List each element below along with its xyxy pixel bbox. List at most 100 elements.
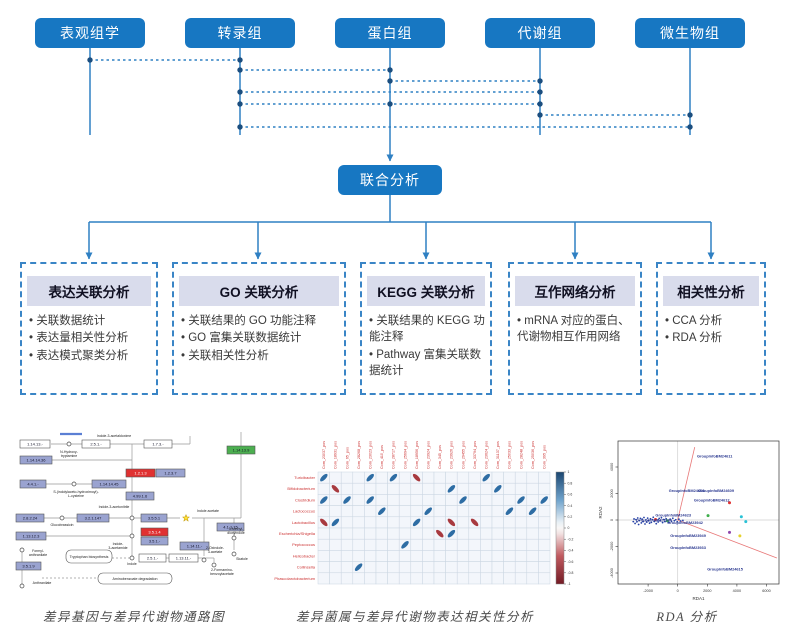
matrix-cell — [317, 550, 330, 562]
enzyme-box — [19, 479, 47, 489]
enzyme-box — [168, 553, 199, 563]
metabolite-label: Skatole — [236, 557, 248, 561]
analysis-item: GO 富集关联数据统计 — [181, 330, 341, 346]
matrix-cell — [491, 572, 504, 585]
matrix-cell — [340, 505, 354, 518]
correlation-ellipse — [401, 541, 409, 549]
cluster-point — [635, 520, 638, 523]
matrix-cell — [491, 561, 504, 574]
matrix-cell — [538, 538, 551, 551]
omics-box-microbiome[interactable]: 微生物组 — [635, 18, 745, 48]
analysis-title: 相关性分析 — [663, 276, 759, 306]
correlation-ellipse — [494, 485, 502, 493]
correlation-ellipse — [412, 518, 421, 527]
matrix-cell — [433, 482, 446, 495]
matrix-cell — [387, 482, 400, 495]
omics-box-transcriptome[interactable]: 转录组 — [185, 18, 295, 48]
matrix-row-label: Peptococcus — [292, 542, 315, 547]
cluster-point — [674, 518, 677, 521]
matrix-cell — [445, 561, 458, 574]
omics-box-proteome[interactable]: 蛋白组 — [335, 18, 445, 48]
analysis-item-list: 关联数据统计表达量相关性分析表达模式聚类分析 — [22, 313, 156, 364]
enzyme-label: 3.5.1.9 — [22, 564, 35, 569]
group-label: GroupInfoBM24612 — [694, 497, 731, 502]
matrix-cell — [375, 482, 388, 495]
plot-frame — [617, 440, 780, 585]
matrix-cell — [538, 527, 551, 540]
analysis-box-expression: 表达关联分析 关联数据统计表达量相关性分析表达模式聚类分析 — [20, 262, 158, 395]
correlation-ellipse — [470, 518, 479, 527]
enzyme-box — [91, 479, 127, 489]
matrix-cell — [410, 505, 423, 518]
matrix-cell — [433, 471, 446, 484]
matrix-row-label: Turicibacter — [294, 475, 315, 480]
matrix-cell — [514, 527, 528, 540]
sample-point — [654, 517, 657, 521]
matrix-cell — [514, 561, 528, 574]
joint-analysis-box[interactable]: 联合分析 — [338, 165, 442, 195]
enzyme-label: 4.1.1.15 — [223, 525, 238, 530]
matrix-col-label: Com_23624_pos — [485, 441, 489, 469]
omics-box-epigenomics[interactable]: 表观组学 — [35, 18, 145, 48]
omics-box-metabolome[interactable]: 代谢组 — [485, 18, 595, 48]
matrix-col-label: Com_25036_pos — [531, 441, 535, 469]
metabolite-node — [71, 481, 77, 487]
correlation-ellipse — [528, 507, 537, 515]
matrix-cell — [410, 494, 423, 506]
correlation-ellipse — [447, 518, 456, 527]
matrix-cell — [352, 471, 365, 484]
matrix-cell — [375, 516, 388, 529]
matrix-cell — [503, 471, 516, 484]
correlation-ellipse — [343, 496, 351, 504]
sample-point — [728, 501, 731, 505]
matrix-cell — [433, 550, 446, 562]
matrix-cell — [340, 527, 354, 540]
matrix-cell — [526, 516, 539, 529]
matrix-cell — [422, 527, 435, 540]
matrix-cell — [387, 550, 400, 562]
link-endpoint-dot — [237, 67, 243, 73]
matrix-col-label: Com_31137_pos — [496, 441, 500, 469]
pathway-module-label: Aminobenzoate degradation — [113, 577, 158, 581]
matrix-cell — [468, 494, 481, 506]
matrix-col-label: Com_345_pos — [438, 445, 442, 469]
matrix-row-label: Helicobacter — [293, 553, 316, 558]
x-axis-title: RDA1 — [692, 596, 705, 601]
cluster-point — [639, 517, 642, 520]
metabolite-label: Indole — [127, 562, 137, 566]
group-label: GroupInfoBM23933 — [670, 545, 707, 550]
matrix-cell — [456, 505, 470, 518]
colorbar — [555, 471, 565, 585]
matrix-cell — [480, 505, 493, 518]
metabolite-node — [129, 515, 135, 521]
matrix-cell — [317, 561, 330, 574]
matrix-cell — [422, 471, 435, 484]
matrix-cell — [329, 494, 342, 506]
group-label: GroupInfoBM23942 — [667, 520, 704, 525]
metabolite-label: anthranilate — [29, 553, 47, 557]
matrix-cell — [468, 550, 481, 562]
matrix-cell — [375, 471, 388, 484]
y-tick-label: 4000 — [610, 463, 614, 471]
cluster-point — [657, 521, 660, 523]
matrix-cell — [375, 538, 388, 551]
analysis-item: 表达模式聚类分析 — [29, 348, 153, 364]
matrix-cell — [398, 494, 412, 506]
matrix-cell — [456, 538, 470, 551]
cluster-point — [640, 522, 643, 524]
y-tick-label: -2000 — [610, 542, 614, 552]
link-endpoint-dot — [537, 101, 543, 107]
metabolite-label: N-Hydroxy- — [60, 450, 79, 454]
x-tick-label: -2000 — [643, 589, 653, 593]
rda-caption: RDA 分析 — [656, 610, 718, 624]
link-endpoint-dot — [87, 57, 93, 63]
enzyme-label: 1.14.11.- — [187, 544, 203, 549]
rda-plot-figure: GroupInfoBM24611GroupInfoBM24608GroupInf… — [598, 440, 780, 601]
correlation-ellipse — [482, 473, 490, 482]
enzyme-label: 1.7.3.- — [152, 442, 164, 447]
link-endpoint-dot — [687, 124, 693, 130]
matrix-col-label: Com_23926_pos — [450, 441, 454, 469]
analysis-item: CCA 分析 — [665, 313, 761, 329]
correlation-ellipse — [436, 529, 444, 538]
